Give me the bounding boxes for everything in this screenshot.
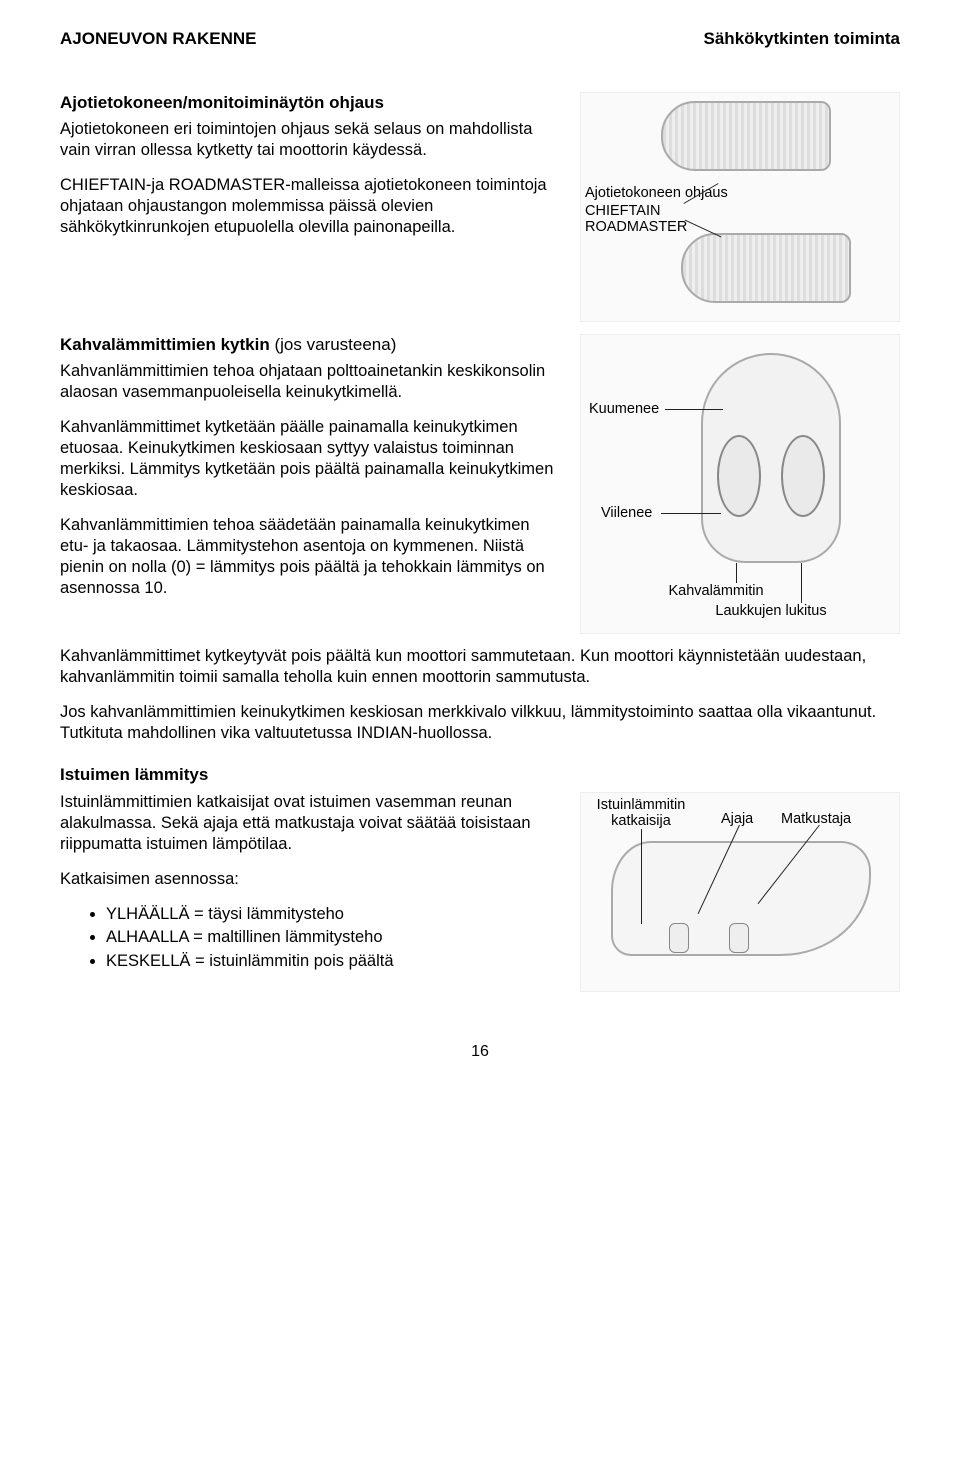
handlebar-bottom-shape: [681, 233, 851, 303]
section1-p1: Ajotietokoneen eri toimintojen ohjaus se…: [60, 119, 558, 161]
fig2-lead2: [661, 513, 721, 514]
section2-heading-suffix: (jos varusteena): [270, 335, 397, 354]
list-item: KESKELLÄ = istuinlämmitin pois päältä: [106, 951, 558, 972]
handlebar-top-shape: [661, 101, 831, 171]
fig2-lead3: [736, 563, 737, 583]
section2-p2: Kahvanlämmittimet kytketään päälle paina…: [60, 417, 558, 501]
fig2-label-top: Kuumenee: [589, 401, 659, 418]
section2-p1: Kahvanlämmittimien tehoa ohjataan poltto…: [60, 361, 558, 403]
list-item: YLHÄÄLLÄ = täysi lämmitysteho: [106, 904, 558, 925]
section3-p2: Katkaisimen asennossa:: [60, 869, 558, 890]
fig3-label2: Ajaja: [721, 811, 753, 828]
section-istuimen: Istuinlämmittimien katkaisijat ovat istu…: [60, 792, 900, 992]
rocker-right: [781, 435, 825, 517]
section-kahvalammittimet: Kahvalämmittimien kytkin (jos varusteena…: [60, 334, 900, 634]
rocker-left: [717, 435, 761, 517]
fig3-label1b: katkaisija: [601, 813, 681, 830]
figure-seat: Istuinlämmitin katkaisija Ajaja Matkusta…: [580, 792, 900, 992]
fig3-label3: Matkustaja: [781, 811, 851, 828]
section-ajotietokone: Ajotietokoneen/monitoiminäytön ohjaus Aj…: [60, 92, 900, 322]
section2-p3: Kahvanlämmittimien tehoa säädetään paina…: [60, 515, 558, 599]
fig1-label3: ROADMASTER: [585, 219, 687, 236]
section3-p1: Istuinlämmittimien katkaisijat ovat istu…: [60, 792, 558, 855]
fig3-lead1: [641, 829, 642, 924]
section1-p2: CHIEFTAIN-ja ROADMASTER-malleissa ajotie…: [60, 175, 558, 238]
section2-heading: Kahvalämmittimien kytkin (jos varusteena…: [60, 334, 558, 356]
fig1-label2: CHIEFTAIN: [585, 203, 660, 220]
fig3-label1a: Istuinlämmitin: [591, 797, 691, 814]
page-header: AJONEUVON RAKENNE Sähkökytkinten toimint…: [60, 28, 900, 50]
section2-heading-bold: Kahvalämmittimien kytkin: [60, 335, 270, 354]
section3-heading: Istuimen lämmitys: [60, 764, 900, 786]
fig2-lead4: [801, 563, 802, 603]
header-left: AJONEUVON RAKENNE: [60, 28, 256, 50]
section3-text: Istuinlämmittimien katkaisijat ovat istu…: [60, 792, 558, 992]
section3-list: YLHÄÄLLÄ = täysi lämmitysteho ALHAALLA =…: [60, 904, 558, 971]
fig2-label-bottom2: Laukkujen lukitus: [681, 603, 861, 620]
fig2-label-mid: Viilenee: [601, 505, 652, 522]
section2-p4: Kahvanlämmittimet kytkeytyvät pois päält…: [60, 646, 900, 688]
fig2-lead1: [665, 409, 723, 410]
seat-switch-1: [669, 923, 689, 953]
figure-handlebar: Ajotietokoneen ohjaus CHIEFTAIN ROADMAST…: [580, 92, 900, 322]
section2-text: Kahvalämmittimien kytkin (jos varusteena…: [60, 334, 558, 634]
section1-heading: Ajotietokoneen/monitoiminäytön ohjaus: [60, 92, 558, 114]
seat-switch-2: [729, 923, 749, 953]
list-item: ALHAALLA = maltillinen lämmitysteho: [106, 927, 558, 948]
section2-p5: Jos kahvanlämmittimien keinukytkimen kes…: [60, 702, 900, 744]
section1-text: Ajotietokoneen/monitoiminäytön ohjaus Aj…: [60, 92, 558, 322]
page-number: 16: [60, 1042, 900, 1062]
fig2-label-bottom1: Kahvalämmitin: [661, 583, 771, 600]
figure-console: Kuumenee Viilenee Kahvalämmitin Laukkuje…: [580, 334, 900, 634]
fig1-label1: Ajotietokoneen ohjaus: [585, 185, 728, 202]
header-right: Sähkökytkinten toiminta: [704, 28, 900, 50]
